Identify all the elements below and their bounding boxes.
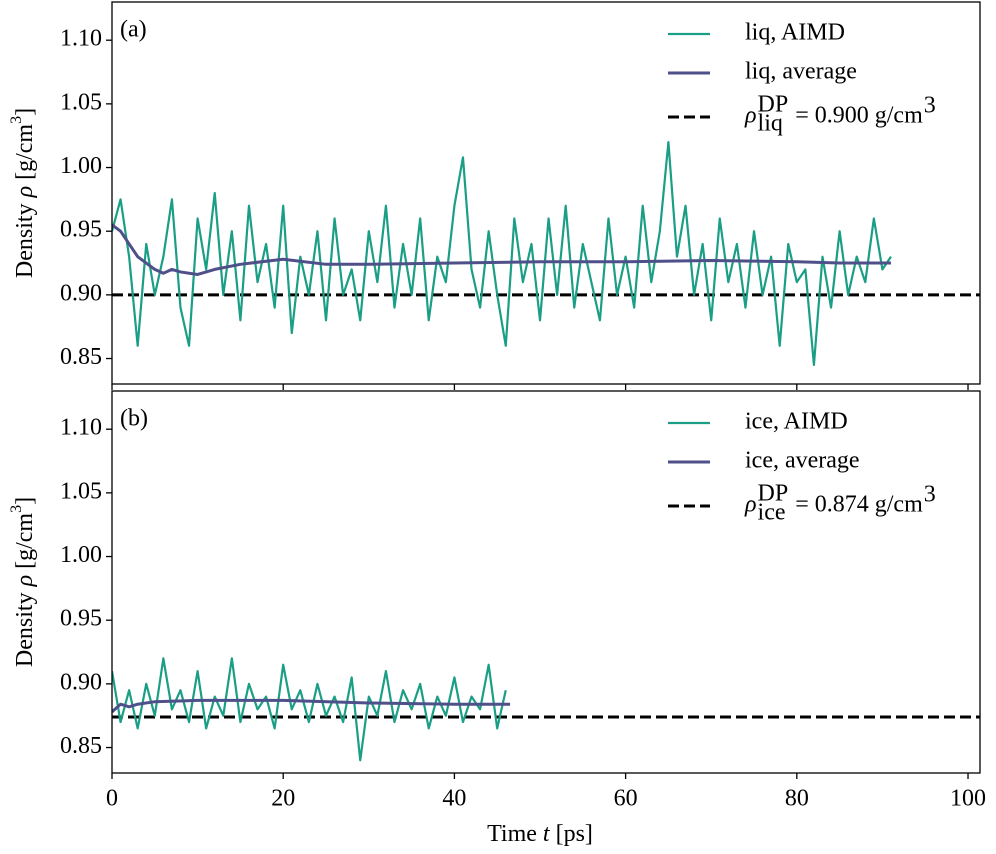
legend-label-sup: DP xyxy=(758,92,789,118)
legend-label: liq, average xyxy=(745,59,857,85)
x-axis-label: Time t [ps] xyxy=(487,821,593,847)
y-tick-label: 1.00 xyxy=(60,153,102,179)
x-tick-label: 80 xyxy=(785,786,809,812)
y-tick-label: 1.10 xyxy=(60,26,102,52)
x-tick-label: 100 xyxy=(950,786,986,812)
y-axis-label: Density ρ [g/cm3] xyxy=(8,497,38,667)
x-axis-label-part: [ps] xyxy=(550,821,593,847)
legend-label-symbol: ρ xyxy=(744,492,757,518)
axes-frame xyxy=(111,390,981,774)
legend-label-unit-sup: 3 xyxy=(924,93,936,119)
x-tick-label: 60 xyxy=(614,786,638,812)
y-tick-label: 0.90 xyxy=(60,669,102,695)
y-tick-label: 1.00 xyxy=(60,542,102,568)
data-line xyxy=(112,140,892,366)
y-tick-label: 0.85 xyxy=(60,733,102,759)
y-axis-label-part: 3 xyxy=(8,505,25,513)
legend-label-unit-sup: 3 xyxy=(924,482,936,508)
y-tick-label: 1.05 xyxy=(60,89,102,115)
y-tick-label: 0.95 xyxy=(60,606,102,632)
legend-label: ice, average xyxy=(745,448,860,474)
y-tick-label: 0.85 xyxy=(60,344,102,370)
legend-label-sub: liq xyxy=(758,111,783,137)
y-axis-label-part: [g/cm xyxy=(12,124,38,186)
data-line xyxy=(112,657,507,762)
legend-label-sub: ice xyxy=(758,500,786,526)
y-tick-label: 0.90 xyxy=(60,280,102,306)
data-line xyxy=(112,698,511,713)
axes-frame xyxy=(111,1,981,385)
data-line xyxy=(112,223,891,276)
x-tick-label: 20 xyxy=(271,786,295,812)
panel-label: (b) xyxy=(120,406,148,432)
panel-label: (a) xyxy=(120,17,147,43)
y-tick-label: 0.95 xyxy=(60,217,102,243)
x-axis-label-part: t xyxy=(543,821,551,847)
y-axis-label-part: ρ xyxy=(12,186,38,199)
legend-label-text: = 0.874 g/cm xyxy=(789,492,923,518)
y-axis-label-part: ] xyxy=(12,497,38,505)
x-axis-label-part: Time xyxy=(487,821,543,847)
x-tick-label: 40 xyxy=(442,786,466,812)
y-tick-label: 1.10 xyxy=(60,415,102,441)
y-axis-label-part: [g/cm xyxy=(12,513,38,575)
legend-label: ice, AIMD xyxy=(745,409,848,435)
y-axis-label-part: ] xyxy=(12,108,38,116)
y-axis-label: Density ρ [g/cm3] xyxy=(8,108,38,278)
legend-label-sup: DP xyxy=(758,481,789,507)
legend-label-symbol: ρ xyxy=(744,103,757,129)
y-axis-label-part: Density xyxy=(12,197,38,278)
y-tick-label: 1.05 xyxy=(60,478,102,504)
y-axis-label-part: Density xyxy=(12,586,38,667)
y-axis-label-part: ρ xyxy=(12,575,38,588)
legend-label: liq, AIMD xyxy=(745,20,845,46)
x-tick-label: 0 xyxy=(106,786,118,812)
legend-label-text: = 0.900 g/cm xyxy=(789,103,923,129)
y-axis-label-part: 3 xyxy=(8,116,25,124)
